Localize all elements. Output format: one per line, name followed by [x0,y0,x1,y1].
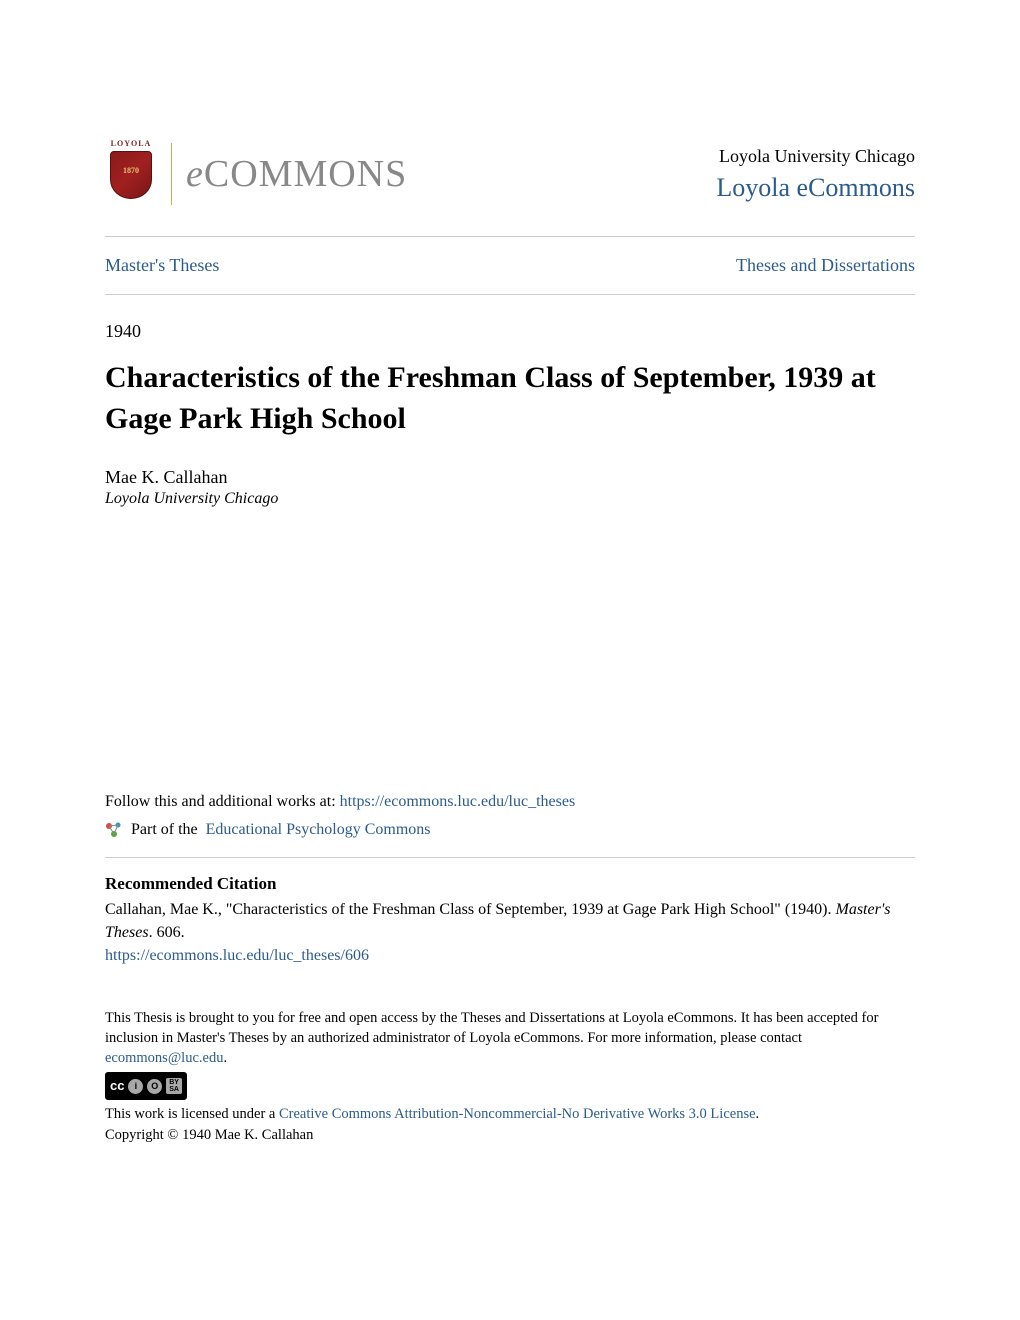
crest-shield-icon [110,151,152,199]
citation-line: Callahan, Mae K., "Characteristics of th… [105,901,835,918]
wordmark-e: e [186,153,204,195]
recommended-citation-heading: Recommended Citation [105,874,915,894]
ecommons-wordmark: eCOMMONS [186,152,407,196]
citation-suffix: . 606. [149,924,185,941]
period2: . [756,1106,760,1122]
cc-labels: BY SA [166,1078,182,1094]
nav-collection-link[interactable]: Master's Theses [105,255,219,276]
footer: This Thesis is brought to you for free a… [105,1008,915,1145]
breadcrumb-nav: Master's Theses Theses and Dissertations [105,237,915,294]
period: . [223,1050,227,1066]
follow-works-line: Follow this and additional works at: htt… [105,793,915,811]
follow-prefix: Follow this and additional works at: [105,793,340,810]
license-prefix: This work is licensed under a [105,1106,279,1122]
access-statement: This Thesis is brought to you for free a… [105,1010,878,1046]
author-affiliation: Loyola University Chicago [105,490,915,508]
loyola-crest-icon: LOYOLA [105,140,157,208]
citation-text: Callahan, Mae K., "Characteristics of th… [105,898,915,968]
follow-url-link[interactable]: https://ecommons.luc.edu/luc_theses [340,793,576,810]
cc-sa-icon: O [147,1079,162,1094]
cc-by-icon: i [128,1079,143,1094]
vertical-divider [171,143,172,205]
repository-link[interactable]: Loyola eCommons [716,173,915,203]
page-title: Characteristics of the Freshman Class of… [105,358,915,439]
contact-email-link[interactable]: ecommons@luc.edu [105,1050,223,1066]
copyright-line: Copyright © 1940 Mae K. Callahan [105,1127,313,1143]
divider [105,857,915,858]
cc-license-badge[interactable]: cc i O BY SA [105,1072,187,1100]
wordmark-rest: COMMONS [204,153,407,195]
spacer [105,508,915,793]
logo-block: LOYOLA eCOMMONS [105,140,407,208]
header: LOYOLA eCOMMONS Loyola University Chicag… [105,140,915,208]
license-link[interactable]: Creative Commons Attribution-Noncommerci… [279,1106,756,1122]
network-icon [105,821,123,839]
header-right: Loyola University Chicago Loyola eCommon… [716,146,915,203]
divider [105,294,915,295]
author-name: Mae K. Callahan [105,467,915,488]
partof-prefix: Part of the [131,821,198,839]
cc-text-icon: cc [110,1077,124,1095]
citation-url-link[interactable]: https://ecommons.luc.edu/luc_theses/606 [105,947,369,964]
partof-commons-link[interactable]: Educational Psychology Commons [206,821,431,839]
part-of-row: Part of the Educational Psychology Commo… [105,821,915,839]
nav-parent-link[interactable]: Theses and Dissertations [736,255,915,276]
publication-year: 1940 [105,321,915,342]
university-name: Loyola University Chicago [716,146,915,167]
crest-label-top: LOYOLA [111,140,152,149]
